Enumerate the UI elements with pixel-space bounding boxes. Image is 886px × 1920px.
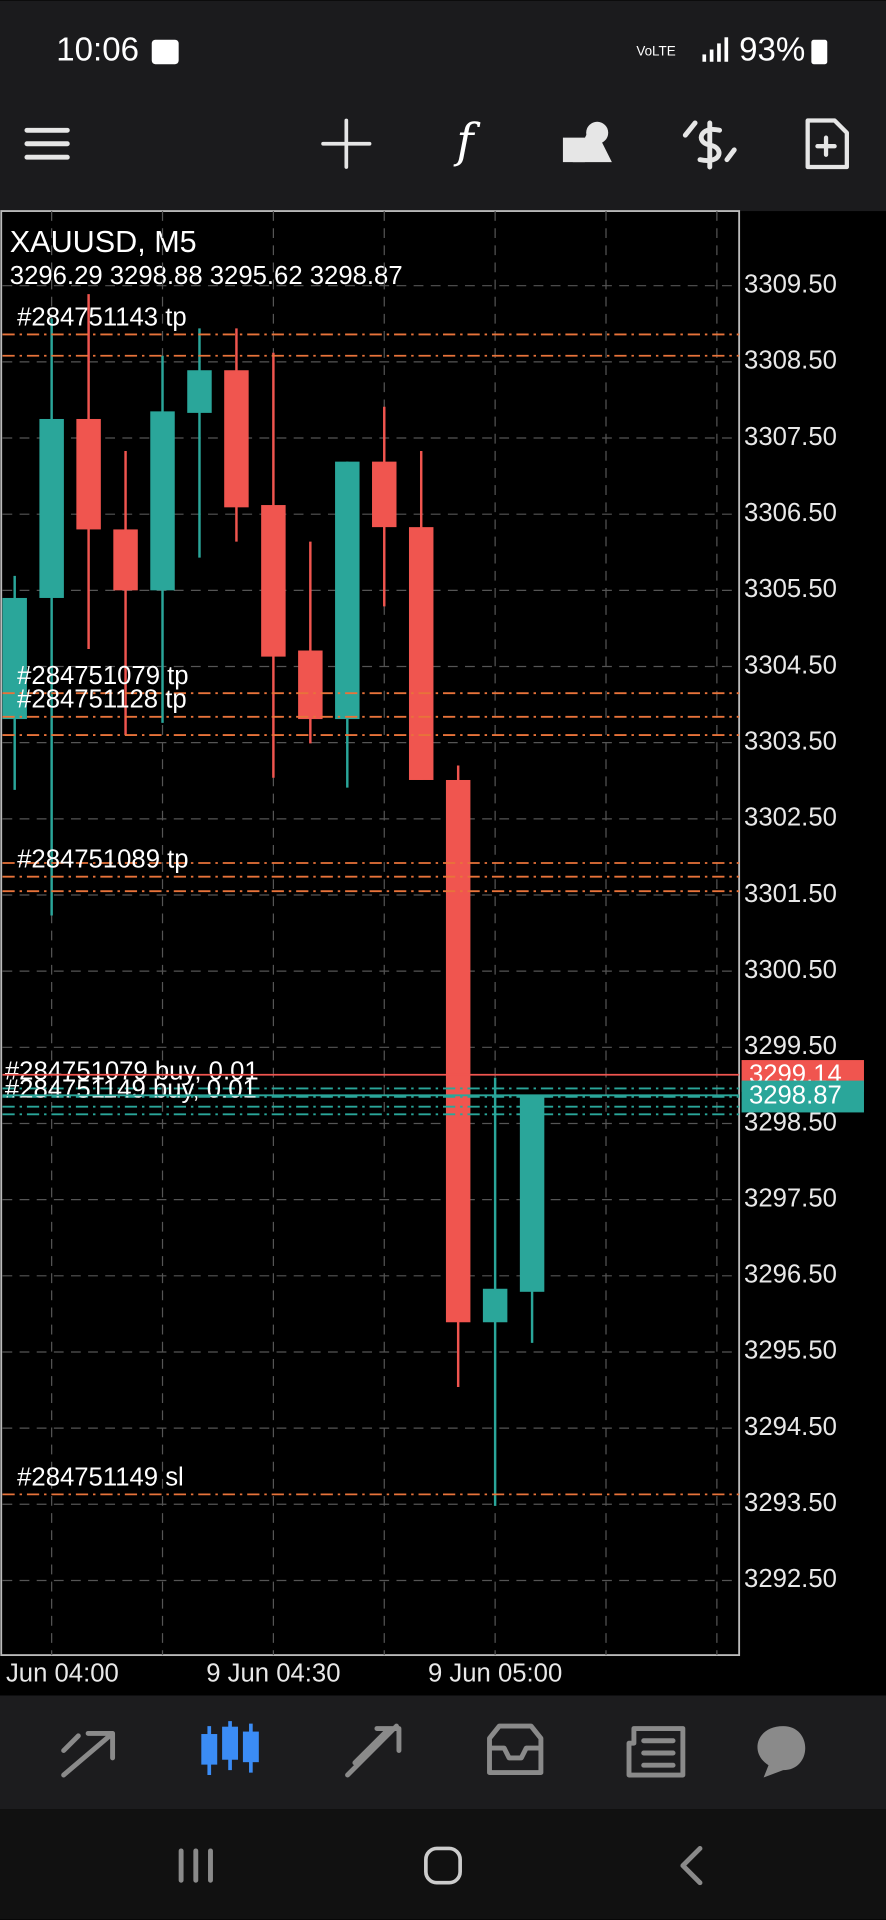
volte-icon: VoLTE xyxy=(636,44,675,59)
y-tick-label: 3292.50 xyxy=(744,1565,837,1593)
battery-level: 93% xyxy=(739,32,805,69)
y-tick-label: 3295.50 xyxy=(744,1337,837,1365)
y-tick-label: 3293.50 xyxy=(744,1489,837,1517)
gallery-icon xyxy=(151,39,179,65)
price-tag xyxy=(741,1080,864,1113)
x-tick-label: 9 Jun 04:00 xyxy=(0,1659,119,1687)
clock: 10:06 xyxy=(56,32,139,69)
candle-body xyxy=(76,418,101,530)
x-tick-label: 9 Jun 05:00 xyxy=(428,1659,562,1687)
order-label: #284751079 buy, 0.01 xyxy=(5,1057,259,1085)
y-tick-label: 3297.50 xyxy=(744,1184,837,1212)
history-tab[interactable] xyxy=(487,1723,544,1776)
candle-body xyxy=(445,779,471,1323)
order-label: #284751149 buy, 0.01 xyxy=(5,1076,257,1104)
candle-body xyxy=(372,461,397,528)
chart-tab[interactable] xyxy=(201,1721,259,1776)
trade-button[interactable] xyxy=(682,120,737,170)
order-label: #284751143 tp xyxy=(17,303,187,331)
y-tick-label: 3303.50 xyxy=(744,727,837,755)
candle-body xyxy=(261,505,286,657)
menu-button[interactable] xyxy=(24,127,70,160)
y-tick-label: 3296.50 xyxy=(744,1261,837,1289)
y-tick-label: 3309.50 xyxy=(744,270,837,298)
y-tick-label: 3308.50 xyxy=(744,347,837,375)
back-button[interactable] xyxy=(680,1846,703,1886)
candle-body xyxy=(224,370,249,508)
top-area xyxy=(0,0,886,212)
order-label: #284751149 sl xyxy=(17,1463,184,1491)
candle-body xyxy=(150,411,175,591)
chat-tab[interactable] xyxy=(757,1726,806,1778)
ohlc-text: 3296.29 3298.88 3295.62 3298.87 xyxy=(10,262,403,290)
order-label: #284751089 tp xyxy=(17,846,188,874)
news-tab[interactable] xyxy=(626,1726,686,1778)
signal-icon xyxy=(702,37,729,62)
order-label: #284751128 tp xyxy=(17,686,187,714)
y-tick-label: 3300.50 xyxy=(744,956,837,984)
battery-icon xyxy=(811,39,828,65)
system-nav xyxy=(0,1809,886,1920)
home-button[interactable] xyxy=(424,1846,462,1885)
price-tag-label: 3298.87 xyxy=(749,1081,842,1109)
y-tick-label: 3301.50 xyxy=(744,880,837,908)
crosshair-button[interactable] xyxy=(321,118,372,169)
chart: XAUUSD, M5 3296.29 3298.88 3295.62 3298.8… xyxy=(0,211,864,1687)
candle-body xyxy=(39,418,64,598)
objects-button[interactable] xyxy=(562,121,612,163)
y-tick-label: 3294.50 xyxy=(744,1413,837,1441)
quotes-tab[interactable] xyxy=(61,1730,116,1778)
trade-tab[interactable] xyxy=(345,1723,402,1778)
candle-body xyxy=(2,597,27,720)
chart-title: XAUUSD, M5 xyxy=(10,225,197,259)
chart-area xyxy=(0,210,741,1657)
y-tick-label: 3298.50 xyxy=(744,1108,837,1136)
y-tick-label: 3305.50 xyxy=(744,575,837,603)
y-tick-label: 3302.50 xyxy=(744,804,837,832)
x-tick-label: 9 Jun 04:30 xyxy=(206,1659,340,1687)
candle-body xyxy=(187,370,212,413)
candle-body xyxy=(519,1095,545,1292)
candle-body xyxy=(298,650,323,720)
recents-button[interactable] xyxy=(178,1848,213,1883)
candle-body xyxy=(408,527,434,780)
y-tick-label: 3307.50 xyxy=(744,423,837,451)
candle-body xyxy=(335,461,360,720)
y-tick-label: 3304.50 xyxy=(744,651,837,679)
bottom-nav xyxy=(0,1695,886,1810)
y-tick-label: 3299.50 xyxy=(744,1032,837,1060)
candle-body xyxy=(113,529,138,591)
new-order-button[interactable] xyxy=(805,118,849,170)
order-label: #284751079 tp xyxy=(17,662,188,690)
candle-body xyxy=(482,1288,508,1323)
y-tick-label: 3306.50 xyxy=(744,499,837,527)
